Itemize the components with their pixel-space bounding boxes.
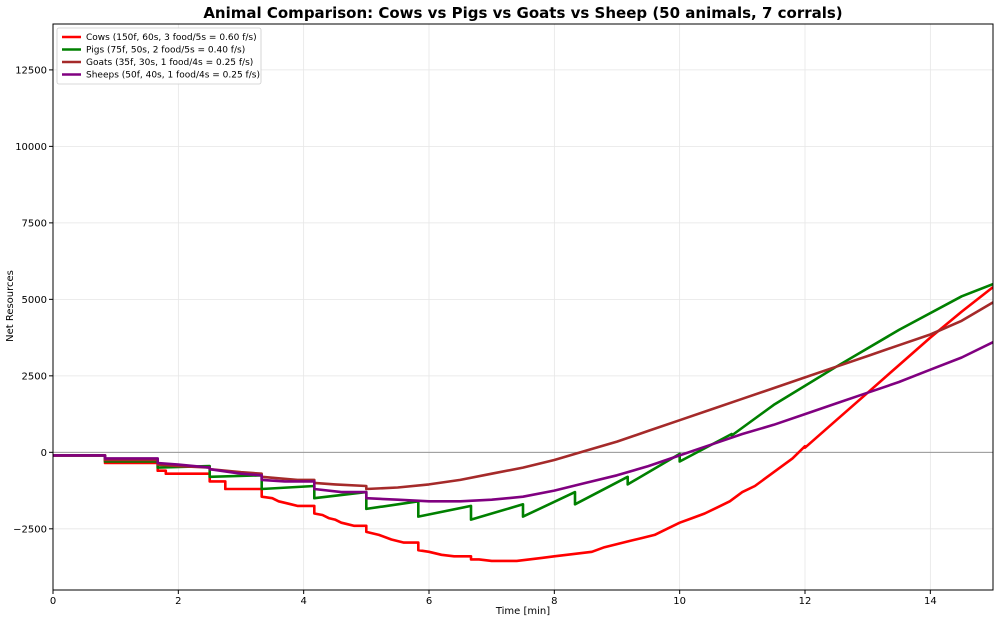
y-axis-label: Net Resources <box>5 270 16 342</box>
x-tick-label: 10 <box>673 596 686 607</box>
legend-box <box>56 27 262 85</box>
x-tick-label: 6 <box>426 596 432 607</box>
series-line-goats <box>53 301 993 491</box>
legend-entry: Sheeps (50f, 40s, 1 food/4s = 0.25 f/s) <box>86 71 260 81</box>
series-line-sheeps <box>53 341 993 503</box>
y-tick-label: 7500 <box>22 218 47 229</box>
x-axis-label: Time [min] <box>495 606 550 617</box>
y-tick-label: 10000 <box>15 142 47 153</box>
y-tick-label: 5000 <box>22 295 47 306</box>
chart-title: Animal Comparison: Cows vs Pigs vs Goats… <box>203 4 842 22</box>
ticks: 0 2 4 6 8 10 12 14 −2500 0 2500 5000 7500 10000 12500 <box>13 65 937 607</box>
y-tick-label: 0 <box>41 448 47 459</box>
x-tick-label: 8 <box>551 596 557 607</box>
legend-entry: Cows (150f, 60s, 3 food/5s = 0.60 f/s) <box>86 33 257 43</box>
x-tick-label: 12 <box>799 596 812 607</box>
y-tick-label: 12500 <box>15 65 47 76</box>
series-layer <box>53 282 993 563</box>
x-tick-label: 14 <box>924 596 937 607</box>
legend-entry: Pigs (75f, 50s, 2 food/5s = 0.40 f/s) <box>86 46 245 56</box>
legend: Cows (150f, 60s, 3 food/5s = 0.60 f/s) Pi… <box>56 27 262 85</box>
series-line-cows <box>53 286 993 563</box>
y-tick-label: 2500 <box>22 371 47 382</box>
x-tick-label: 2 <box>175 596 181 607</box>
x-tick-label: 4 <box>300 596 306 607</box>
y-tick-label: −2500 <box>13 524 47 535</box>
x-tick-label: 0 <box>50 596 56 607</box>
legend-entry: Goats (35f, 30s, 1 food/4s = 0.25 f/s) <box>86 58 253 68</box>
series-line-pigs <box>53 282 993 521</box>
plot-frame <box>52 23 994 591</box>
